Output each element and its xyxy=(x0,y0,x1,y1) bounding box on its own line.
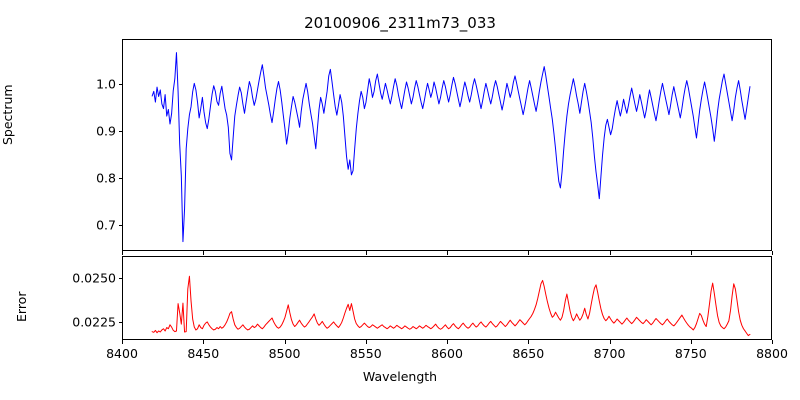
x-tick-mark xyxy=(690,340,692,344)
page-title: 20100906_2311m73_033 xyxy=(304,14,496,32)
y-tick-mark xyxy=(118,177,122,179)
spectrum-line-plot xyxy=(123,40,771,250)
y-tick-label: 0.7 xyxy=(96,217,116,233)
spectrum-axes xyxy=(122,39,772,251)
spectrum-y-axis-label: Spectrum xyxy=(0,84,15,145)
x-tick-mark xyxy=(609,251,611,255)
y-tick-mark xyxy=(118,277,122,279)
x-tick-mark xyxy=(284,251,286,255)
x-tick-label: 8550 xyxy=(349,346,382,361)
x-tick-label: 8800 xyxy=(756,346,788,361)
x-tick-mark xyxy=(772,340,773,344)
x-tick-label: 8500 xyxy=(268,346,301,361)
y-tick-mark xyxy=(118,321,122,323)
x-tick-label: 8600 xyxy=(431,346,463,361)
x-tick-label: 8700 xyxy=(593,346,626,361)
x-tick-mark xyxy=(122,340,123,344)
y-tick-mark xyxy=(118,130,122,132)
x-tick-mark xyxy=(772,251,773,255)
error-data-line xyxy=(152,276,750,335)
y-tick-mark xyxy=(118,225,122,227)
x-tick-mark xyxy=(690,251,692,255)
x-tick-label: 8650 xyxy=(512,346,545,361)
x-tick-mark xyxy=(447,340,448,344)
y-tick-mark xyxy=(118,83,122,85)
y-tick-label: 1.0 xyxy=(96,76,116,92)
x-tick-mark xyxy=(122,251,123,255)
error-line-plot xyxy=(123,257,771,339)
x-tick-mark xyxy=(284,340,286,344)
y-tick-label: 0.8 xyxy=(96,170,116,186)
x-tick-mark xyxy=(447,251,448,255)
x-tick-label: 8400 xyxy=(106,346,138,361)
x-tick-mark xyxy=(365,340,367,344)
x-tick-label: 8450 xyxy=(187,346,220,361)
x-tick-mark xyxy=(365,251,367,255)
x-tick-mark xyxy=(528,251,530,255)
y-tick-label: 0.0225 xyxy=(72,314,116,330)
spectrum-data-line xyxy=(152,53,750,242)
error-y-axis-label: Error xyxy=(14,291,29,322)
x-tick-mark xyxy=(203,251,205,255)
x-tick-mark xyxy=(609,340,611,344)
y-tick-label: 0.0250 xyxy=(72,270,116,286)
x-axis-label: Wavelength xyxy=(362,369,438,384)
x-tick-mark xyxy=(203,340,205,344)
error-axes xyxy=(122,256,772,340)
y-tick-label: 0.9 xyxy=(96,123,116,139)
x-tick-label: 8750 xyxy=(674,346,707,361)
x-tick-mark xyxy=(528,340,530,344)
